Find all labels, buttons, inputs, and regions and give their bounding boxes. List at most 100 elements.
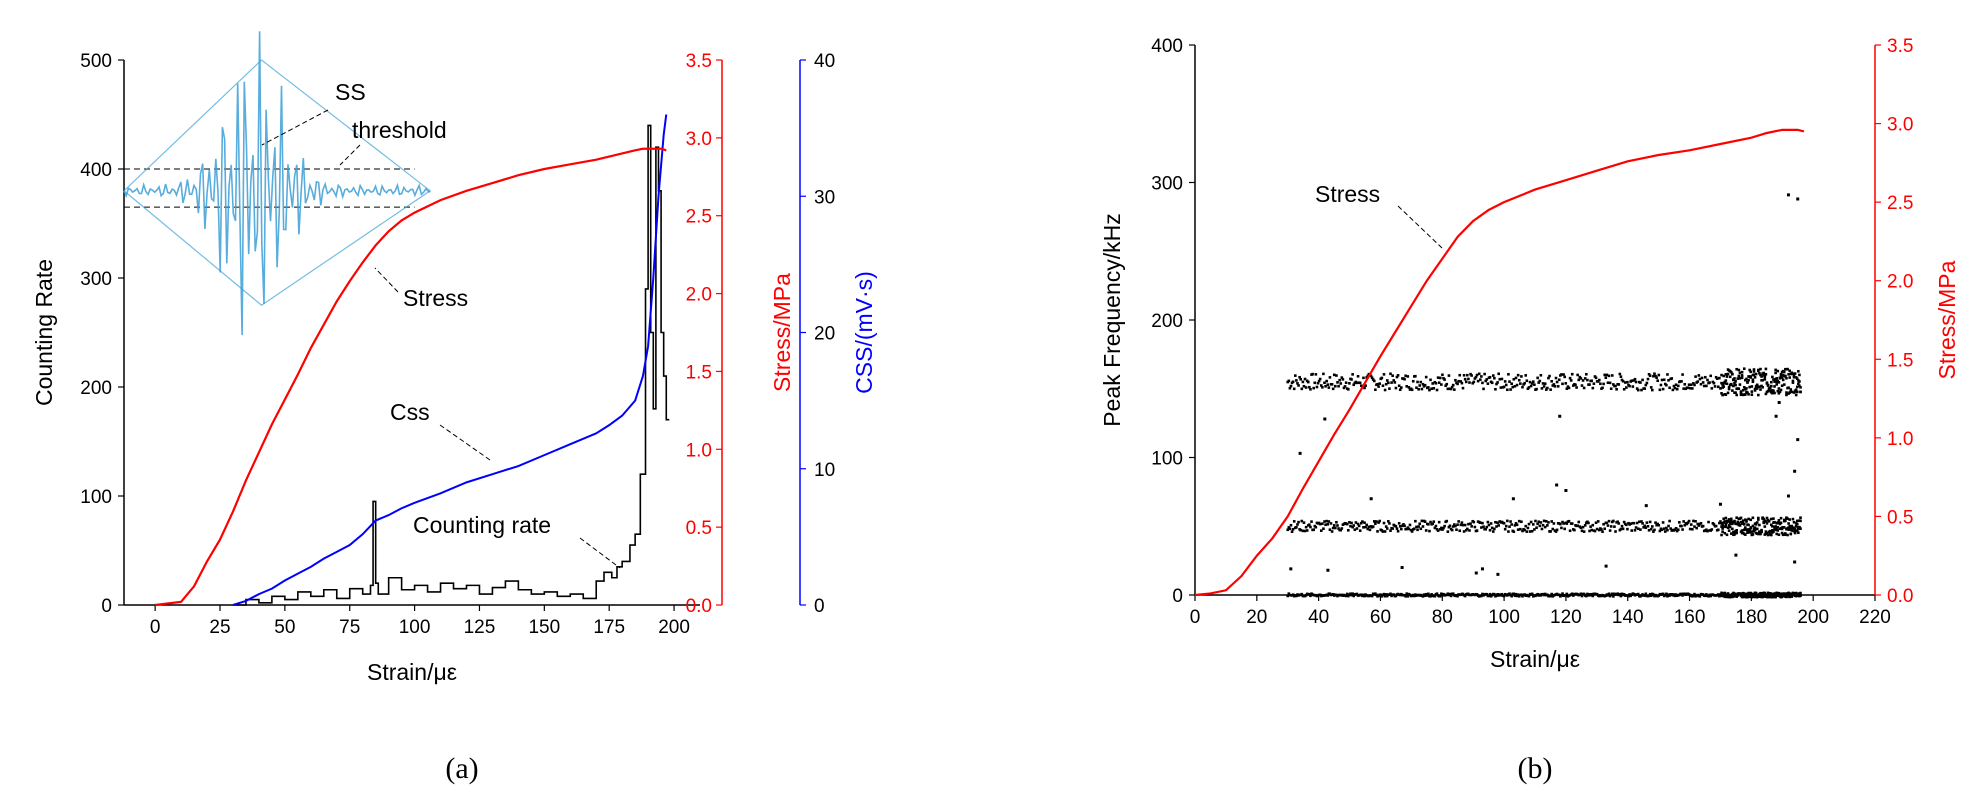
b-scatter-point xyxy=(1779,374,1783,378)
b-scatter-point xyxy=(1306,380,1310,384)
b-scatter-point xyxy=(1658,529,1662,533)
b-scatter-point xyxy=(1757,393,1760,397)
b-scatter-point xyxy=(1297,384,1300,387)
b-scatter-point xyxy=(1740,374,1744,377)
b-scatter-point xyxy=(1310,520,1313,523)
b-scatter-point xyxy=(1755,595,1759,599)
b-scatter-point xyxy=(1595,592,1599,596)
b-scatter-point xyxy=(1665,383,1668,387)
b-scatter-outlier xyxy=(1400,566,1404,569)
b-scatter-point xyxy=(1308,523,1311,526)
b-scatter-point xyxy=(1799,390,1802,394)
b-scatter-point xyxy=(1641,522,1644,525)
b-scatter-point xyxy=(1444,384,1447,388)
b-y2-tick-label: 2.5 xyxy=(1887,193,1913,214)
b-scatter-point xyxy=(1475,373,1479,377)
b-scatter-point xyxy=(1770,384,1773,388)
b-scatter-point xyxy=(1749,370,1753,374)
b-scatter-point xyxy=(1601,530,1604,533)
b-scatter-point xyxy=(1774,368,1777,372)
b-scatter-point xyxy=(1720,533,1723,537)
b-scatter-point xyxy=(1350,593,1353,597)
b-scatter-point xyxy=(1799,386,1802,389)
b-scatter-point xyxy=(1705,528,1708,532)
b-scatter-point xyxy=(1712,381,1716,385)
b-scatter-point xyxy=(1725,382,1729,386)
b-scatter-point xyxy=(1389,372,1392,376)
b-scatter-point xyxy=(1400,386,1403,389)
a-inset-envelope xyxy=(123,59,432,307)
b-scatter-point xyxy=(1634,526,1638,529)
b-scatter-point xyxy=(1659,383,1663,387)
b-scatter-point xyxy=(1347,388,1350,391)
b-scatter-point xyxy=(1577,520,1581,524)
b-scatter-point xyxy=(1798,373,1801,377)
a-annotation-css: Css xyxy=(390,399,430,425)
b-scatter-point xyxy=(1383,594,1387,598)
b-scatter-outlier xyxy=(1734,553,1738,557)
b-scatter-point xyxy=(1755,385,1759,389)
b-scatter-point xyxy=(1441,373,1444,377)
b-scatter-point xyxy=(1694,375,1697,378)
b-scatter-point xyxy=(1564,382,1568,385)
b-scatter-point xyxy=(1765,516,1769,520)
b-scatter-point xyxy=(1445,382,1449,386)
b-scatter-point xyxy=(1793,527,1797,531)
b-scatter-point xyxy=(1638,520,1641,524)
b-scatter-point xyxy=(1550,379,1553,383)
b-scatter-point xyxy=(1792,526,1796,530)
b-scatter-point xyxy=(1780,531,1784,535)
b-scatter-point xyxy=(1314,525,1318,529)
b-scatter-point xyxy=(1747,392,1750,396)
b-scatter-point xyxy=(1491,530,1495,533)
b-scatter-point xyxy=(1391,527,1394,530)
b-scatter-point xyxy=(1741,519,1745,522)
b-scatter-point xyxy=(1667,378,1670,382)
b-scatter-point xyxy=(1702,384,1706,388)
a-y3-tick-label: 20 xyxy=(814,324,835,345)
b-scatter-point xyxy=(1435,388,1439,392)
b-scatter-point xyxy=(1418,384,1422,387)
b-scatter-point xyxy=(1421,382,1425,386)
b-scatter-point xyxy=(1521,385,1524,389)
b-scatter-point xyxy=(1519,527,1522,531)
b-scatter-point xyxy=(1385,594,1389,598)
b-scatter-point xyxy=(1663,530,1667,533)
b-scatter-point xyxy=(1752,368,1756,371)
b-scatter-point xyxy=(1542,519,1546,523)
b-scatter-point xyxy=(1499,386,1503,389)
b-scatter-point xyxy=(1430,387,1433,391)
b-x-tick-label: 140 xyxy=(1612,607,1644,628)
b-scatter-point xyxy=(1753,526,1757,529)
b-scatter-point xyxy=(1746,380,1749,384)
b-scatter-point xyxy=(1620,524,1624,528)
b-scatter-point xyxy=(1757,516,1760,520)
a-y-tick-label: 300 xyxy=(80,269,112,290)
b-scatter-point xyxy=(1362,376,1365,380)
b-scatter-point xyxy=(1506,388,1509,392)
b-scatter-point xyxy=(1435,592,1439,596)
b-scatter-point xyxy=(1355,527,1359,530)
b-x-tick-label: 60 xyxy=(1370,607,1391,628)
b-scatter-point xyxy=(1378,382,1381,385)
b-scatter-point xyxy=(1438,376,1442,380)
b-scatter-point xyxy=(1745,387,1748,390)
b-scatter-point xyxy=(1406,375,1410,378)
b-scatter-point xyxy=(1497,372,1500,376)
b-scatter-point xyxy=(1410,388,1414,392)
b-scatter-point xyxy=(1532,523,1535,526)
b-scatter-point xyxy=(1413,594,1416,598)
a-y2-tick-label: 3.0 xyxy=(686,129,712,150)
b-scatter-point xyxy=(1748,368,1751,372)
b-scatter-point xyxy=(1466,527,1469,531)
b-scatter-point xyxy=(1304,525,1308,529)
b-scatter-point xyxy=(1524,524,1528,528)
b-scatter-point xyxy=(1433,594,1437,598)
b-scatter-point xyxy=(1606,381,1610,385)
b-scatter-point xyxy=(1735,393,1738,397)
b-scatter-point xyxy=(1729,370,1733,374)
b-scatter-point xyxy=(1541,523,1545,527)
b-scatter-point xyxy=(1773,380,1776,383)
b-scatter-point xyxy=(1375,520,1378,523)
b-scatter-point xyxy=(1600,528,1603,531)
